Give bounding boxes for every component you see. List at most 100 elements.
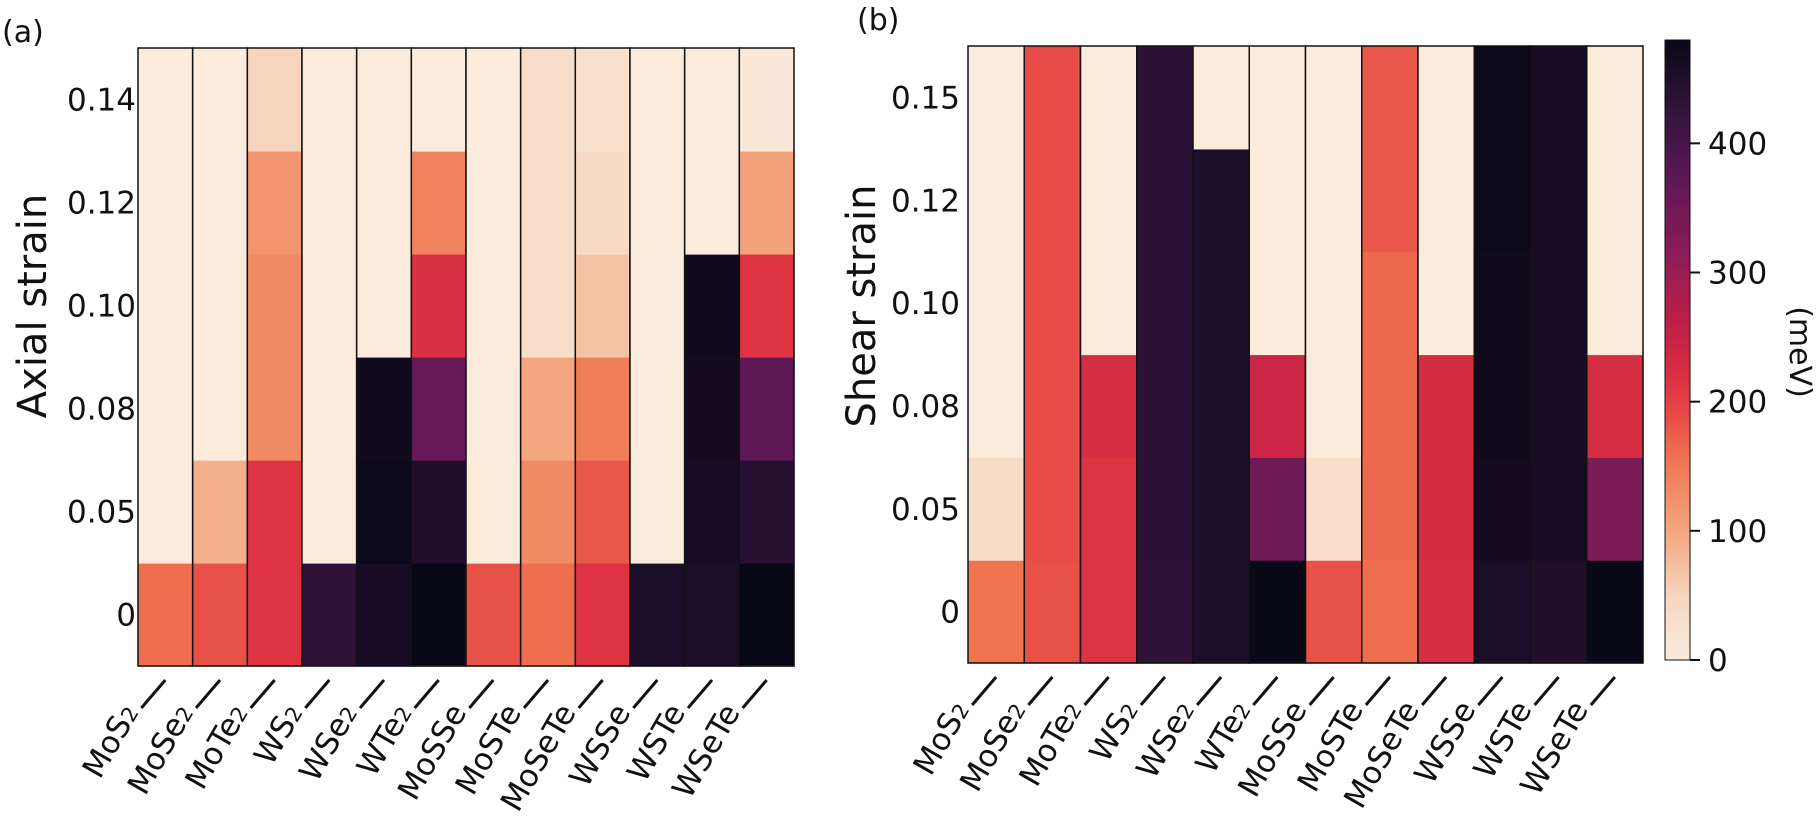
heatmap-cell (356, 460, 412, 564)
heatmap-cell (1361, 148, 1419, 253)
heatmap-cell (1418, 251, 1475, 356)
heatmap-cell (1024, 354, 1082, 458)
heatmap-cell (1474, 560, 1532, 664)
x-tick-mark (304, 679, 331, 709)
x-tick-mark (413, 679, 440, 709)
heatmap-cell (575, 460, 631, 564)
colorbar-ticks: 0 100 200 300 400 (1690, 126, 1767, 679)
colorbar-tick-label: 0 (1708, 643, 1728, 679)
heatmap-cell (356, 563, 412, 667)
heatmap-cell (302, 254, 358, 358)
heatmap-cell (968, 560, 1025, 664)
x-tick-mark (1589, 676, 1617, 706)
heatmap-cell (302, 563, 358, 667)
heatmap-cell (1249, 251, 1307, 356)
heatmap-cell (1586, 148, 1644, 253)
y-tick-label: 0.10 (67, 289, 136, 325)
heatmap-cell (1305, 354, 1363, 458)
heatmap-cell (466, 48, 522, 152)
y-tick-label: 0.12 (67, 186, 136, 222)
x-tick-mark (1252, 676, 1279, 706)
heatmap-cell (1418, 560, 1475, 664)
heatmap-cell (1080, 148, 1138, 253)
heatmap-cell (739, 460, 795, 564)
heatmap-cell (1080, 251, 1138, 356)
heatmap-cell (411, 151, 467, 255)
heatmap-cell (411, 357, 467, 461)
heatmap-cell (1418, 457, 1475, 561)
heatmap-cell (247, 563, 303, 667)
heatmap-cell (1305, 46, 1363, 150)
heatmap-cell (1361, 251, 1419, 356)
heatmap-cell (138, 460, 194, 564)
heatmap-cell (1249, 354, 1307, 458)
heatmap-cell (138, 254, 194, 358)
heatmap-cell (1136, 251, 1194, 356)
heatmap-cell (1249, 457, 1307, 561)
heatmap-cell (1361, 46, 1419, 150)
heatmap-cell (1024, 46, 1082, 150)
x-tick-mark (249, 679, 276, 709)
panel-b-y-tick-labels: 0 0.05 0.08 0.10 0.12 0.15 (891, 80, 960, 630)
x-tick-mark (686, 679, 714, 709)
heatmap-cell (138, 151, 194, 255)
heatmap-cell (684, 151, 740, 255)
panel-b-label: (b) (857, 3, 899, 38)
heatmap-cell (1136, 457, 1194, 561)
heatmap-cell (1249, 560, 1307, 664)
heatmap-cell (247, 254, 303, 358)
x-tick-mark (1308, 676, 1335, 706)
heatmap-cell (1193, 354, 1250, 458)
heatmap-cell (575, 48, 631, 152)
heatmap-cell (411, 48, 467, 152)
x-tick-mark (194, 679, 222, 709)
x-tick-mark (140, 679, 167, 709)
heatmap-cell (1080, 354, 1138, 458)
heatmap-cell (192, 48, 248, 152)
heatmap-cell (575, 151, 631, 255)
panel-a-x-tick-labels: MoS2MoSe2MoTe2WS2WSe2WTe2MoSSeMoSTeMoSeT… (76, 679, 768, 818)
heatmap-cell (1249, 46, 1307, 150)
heatmap-cell (1530, 251, 1588, 356)
x-tick-mark (1195, 676, 1223, 706)
colorbar-tick-label: 100 (1708, 514, 1767, 550)
x-tick-mark (358, 679, 386, 709)
heatmap-cell (630, 254, 686, 358)
heatmap-cell (1193, 46, 1250, 150)
panel-a-label: (a) (2, 15, 44, 50)
panel-b-shear: (b) Shear strain 0 0.05 0.08 0.10 0.12 0.15 M… (839, 3, 1644, 815)
heatmap-cell (630, 151, 686, 255)
heatmap-cell (1305, 560, 1363, 664)
heatmap-cell (520, 48, 576, 152)
heatmap-cell (411, 460, 467, 564)
y-tick-label: 0.10 (891, 286, 960, 322)
heatmap-cell (684, 357, 740, 461)
x-tick-mark (522, 679, 550, 709)
heatmap-cell (1024, 457, 1082, 561)
heatmap-cell (466, 563, 522, 667)
colorbar-tick-label: 400 (1708, 126, 1767, 162)
heatmap-cell (247, 48, 303, 152)
heatmap-cell (739, 151, 795, 255)
heatmap-cell (1530, 148, 1588, 253)
heatmap-cell (630, 357, 686, 461)
y-tick-label: 0.15 (891, 80, 960, 116)
heatmap-cell (1474, 457, 1532, 561)
heatmap-cell (575, 357, 631, 461)
heatmap-cell (520, 460, 576, 564)
heatmap-cell (684, 563, 740, 667)
y-tick-label: 0 (116, 598, 136, 634)
heatmap-cell (302, 460, 358, 564)
x-tick-mark (970, 676, 998, 706)
heatmap-cell (1024, 148, 1082, 253)
heatmap-cell (1024, 251, 1082, 356)
colorbar: 0 100 200 300 400 (meV) (1664, 39, 1817, 679)
heatmap-cell (1474, 46, 1532, 150)
heatmap-cell (302, 357, 358, 461)
x-tick-mark (741, 679, 768, 709)
heatmap-cell (1136, 354, 1194, 458)
heatmap-cell (411, 563, 467, 667)
heatmap-cell (466, 151, 522, 255)
heatmap-cell (356, 151, 412, 255)
heatmap-cell (1418, 354, 1475, 458)
